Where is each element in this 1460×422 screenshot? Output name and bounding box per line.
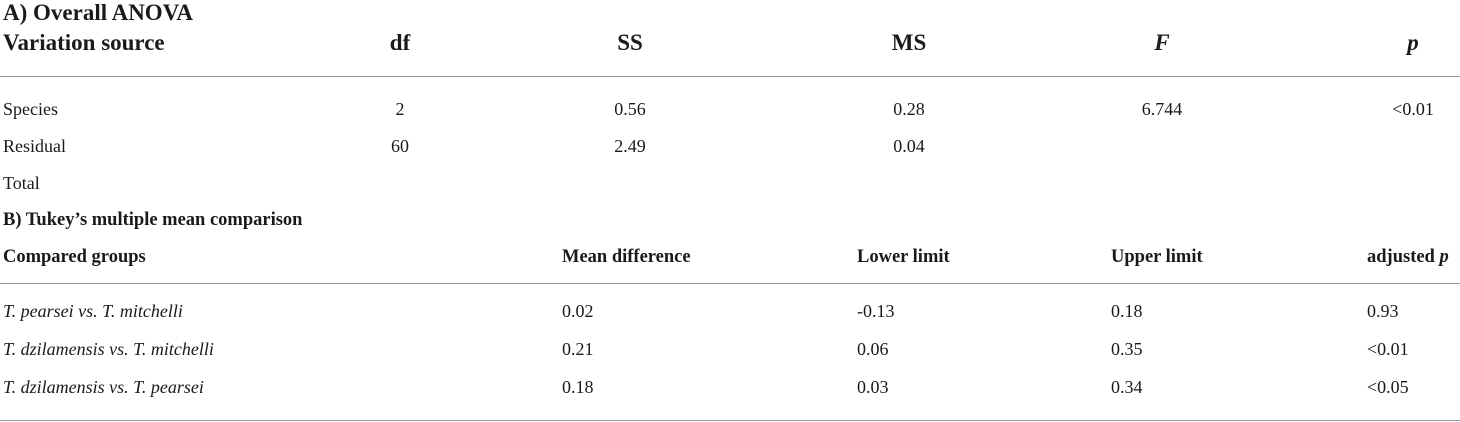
row-ss: 2.49 bbox=[614, 136, 646, 156]
section-b-title: B) Tukey’s multiple mean comparison bbox=[3, 210, 303, 230]
row-lower-limit: -0.13 bbox=[857, 301, 895, 321]
section-a-title: A) Overall ANOVA bbox=[3, 0, 193, 25]
header-p: p bbox=[1407, 30, 1419, 55]
row-upper-limit: 0.35 bbox=[1111, 339, 1143, 359]
row-upper-limit: 0.34 bbox=[1111, 377, 1143, 397]
header-df: df bbox=[389, 30, 411, 55]
bottom-rule bbox=[0, 420, 1460, 421]
row-groups: T. dzilamensis vs. T. mitchelli bbox=[3, 339, 214, 359]
header-lower-limit: Lower limit bbox=[857, 247, 950, 267]
header-rule-a bbox=[0, 76, 1460, 77]
row-mean-difference: 0.18 bbox=[562, 377, 594, 397]
row-groups: T. dzilamensis vs. T. pearsei bbox=[3, 377, 204, 397]
row-mean-difference: 0.02 bbox=[562, 301, 594, 321]
row-ss: 0.56 bbox=[614, 99, 646, 119]
row-ms: 0.04 bbox=[893, 136, 925, 156]
row-lower-limit: 0.06 bbox=[857, 339, 889, 359]
header-rule-b bbox=[0, 283, 1460, 284]
header-ms: MS bbox=[891, 30, 927, 55]
row-upper-limit: 0.18 bbox=[1111, 301, 1143, 321]
row-p: <0.01 bbox=[1392, 99, 1434, 119]
header-variation-source: Variation source bbox=[3, 30, 165, 55]
row-df: 60 bbox=[391, 136, 409, 156]
header-mean-difference: Mean difference bbox=[562, 247, 691, 267]
header-upper-limit: Upper limit bbox=[1111, 247, 1203, 267]
header-adjusted-label: adjusted bbox=[1367, 247, 1435, 267]
header-adjusted-p-symbol: p bbox=[1439, 247, 1449, 267]
row-mean-difference: 0.21 bbox=[562, 339, 594, 359]
row-adjusted-p: <0.05 bbox=[1367, 377, 1409, 397]
row-source: Species bbox=[3, 99, 58, 119]
header-adjusted-p: adjusted p bbox=[1367, 247, 1449, 268]
row-ms: 0.28 bbox=[893, 99, 925, 119]
row-groups: T. pearsei vs. T. mitchelli bbox=[3, 301, 183, 321]
row-source: Residual bbox=[3, 136, 66, 156]
header-f: F bbox=[1154, 30, 1170, 55]
row-df: 2 bbox=[395, 99, 405, 119]
header-ss: SS bbox=[617, 30, 643, 55]
row-adjusted-p: 0.93 bbox=[1367, 301, 1399, 321]
header-compared-groups: Compared groups bbox=[3, 247, 146, 267]
row-adjusted-p: <0.01 bbox=[1367, 339, 1409, 359]
row-f: 6.744 bbox=[1141, 99, 1183, 119]
row-lower-limit: 0.03 bbox=[857, 377, 889, 397]
row-source: Total bbox=[3, 173, 40, 193]
